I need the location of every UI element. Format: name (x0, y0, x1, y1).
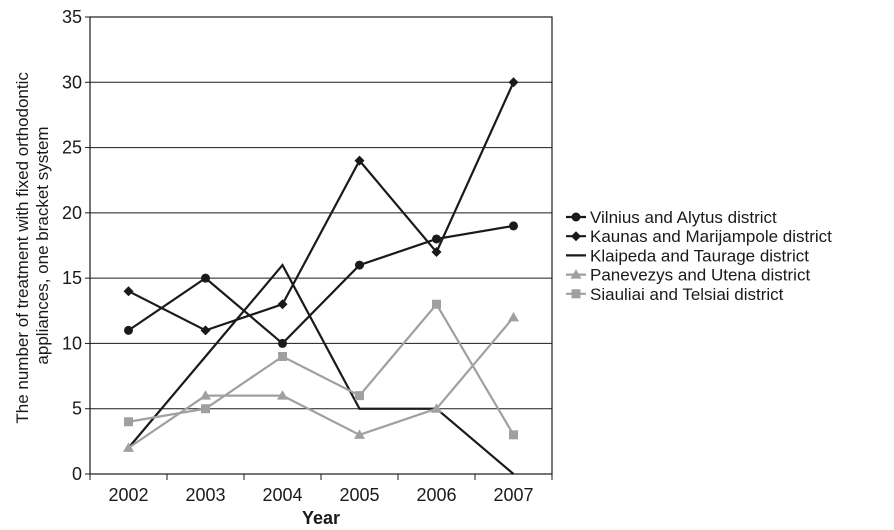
x-axis-ticks: 2002 2003 2004 2005 2006 2007 (89, 474, 553, 505)
legend-label-1: Kaunas and Marijampole district (590, 227, 832, 246)
legend-item-1: Kaunas and Marijampole district (566, 227, 832, 246)
legend-item-2: Klaipeda and Taurage district (566, 246, 809, 265)
y-tick-label-20: 20 (62, 203, 82, 223)
x-axis-label: Year (302, 508, 340, 528)
x-tick-label-2003: 2003 (185, 485, 225, 505)
legend-label-2: Klaipeda and Taurage district (590, 246, 809, 265)
series-line-0 (127, 224, 514, 345)
legend-label-4: Siauliai and Telsiai district (590, 285, 784, 304)
legend-item-3: Panevezys and Utena district (566, 266, 810, 285)
y-tick-label-15: 15 (62, 268, 82, 288)
data-point-0-5 (509, 221, 518, 231)
y-tick-label-35: 35 (62, 7, 82, 27)
data-point-4-2 (278, 351, 287, 361)
y-tick-label-0: 0 (72, 464, 82, 484)
data-point-0-4 (432, 234, 441, 244)
data-point-0-2 (278, 338, 287, 348)
x-tick-label-2006: 2006 (416, 485, 456, 505)
data-point-4-1 (201, 404, 210, 414)
y-tick-label-30: 30 (62, 72, 82, 92)
data-point-1-1 (200, 325, 211, 336)
data-point-1-4 (431, 247, 442, 258)
x-tick-label-2002: 2002 (108, 485, 148, 505)
grid-lines (90, 81, 552, 410)
y-axis-label-line-2: appliances, one bracket system (33, 126, 52, 364)
y-axis-ticks: 0 5 10 15 20 25 30 35 (62, 7, 90, 484)
data-point-3-3 (354, 429, 365, 439)
data-point-0-0 (124, 325, 133, 335)
y-axis-label-line-1: The number of treatment with fixed ortho… (13, 72, 32, 424)
data-point-0-3 (355, 260, 364, 270)
data-point-4-4 (432, 299, 441, 309)
legend-item-4: Siauliai and Telsiai district (566, 285, 784, 304)
legend-label-3: Panevezys and Utena district (590, 266, 810, 285)
series-group (123, 77, 519, 475)
data-point-1-2 (277, 299, 288, 310)
data-point-4-5 (509, 430, 518, 440)
data-point-4-0 (124, 417, 133, 427)
legend-item-0: Vilnius and Alytus district (566, 208, 777, 227)
series-line-1 (128, 81, 515, 332)
series-line-2 (127, 263, 515, 475)
data-point-1-3 (354, 155, 365, 166)
legend-marker-0 (571, 212, 581, 222)
legend-marker-4 (571, 289, 581, 299)
data-point-3-4 (431, 403, 442, 413)
data-point-4-3 (355, 391, 364, 401)
data-point-3-2 (277, 390, 288, 400)
y-tick-label-10: 10 (62, 333, 82, 353)
plot-frame (89, 16, 553, 475)
series-2 (127, 263, 515, 475)
y-tick-label-25: 25 (62, 138, 82, 158)
series-0 (124, 221, 518, 348)
series-3 (123, 311, 519, 452)
y-axis-label: The number of treatment with fixed ortho… (13, 67, 52, 423)
series-1 (123, 77, 519, 336)
data-point-1-0 (123, 286, 134, 297)
data-point-3-1 (200, 390, 211, 400)
x-tick-label-2005: 2005 (339, 485, 379, 505)
series-4 (124, 299, 518, 440)
x-tick-label-2007: 2007 (493, 485, 533, 505)
series-line-4 (128, 302, 515, 436)
legend-marker-1 (571, 231, 581, 242)
data-point-0-1 (201, 273, 210, 283)
series-line-3 (127, 316, 515, 449)
data-point-3-0 (123, 442, 134, 452)
x-tick-label-2004: 2004 (262, 485, 302, 505)
data-point-1-5 (508, 77, 519, 88)
legend-marker-3 (570, 269, 582, 279)
y-tick-label-5: 5 (72, 399, 82, 419)
legend-label-0: Vilnius and Alytus district (590, 208, 777, 227)
data-point-3-5 (508, 311, 519, 322)
